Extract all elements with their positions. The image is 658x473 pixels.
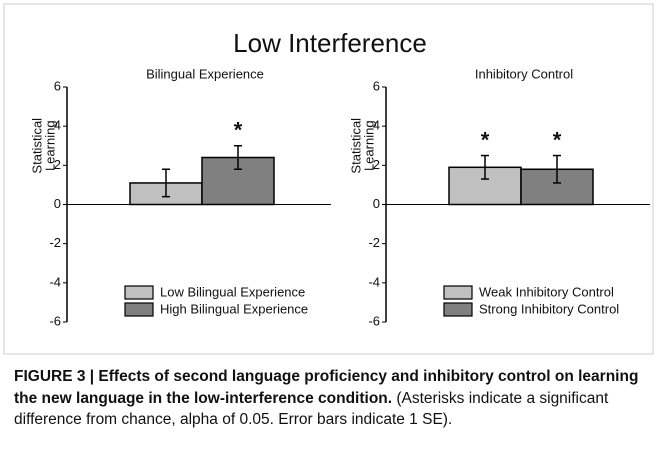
annotation: * <box>234 118 243 143</box>
y-axis-label: Statistical <box>29 118 44 174</box>
y-tick-label: 2 <box>54 157 61 172</box>
legend-swatch <box>443 285 473 300</box>
y-tick-label: 4 <box>54 118 61 133</box>
y-tick-label: -2 <box>49 235 61 250</box>
caption: FIGURE 3 | Effects of second language pr… <box>14 366 650 431</box>
legend-label: Strong Inhibitory Control <box>479 301 619 316</box>
legend-label: Low Bilingual Experience <box>160 284 305 299</box>
legend-label: Weak Inhibitory Control <box>479 284 614 299</box>
legend-label: High Bilingual Experience <box>160 301 308 316</box>
y-axis-label: Learning <box>42 120 57 171</box>
y-tick-label: 6 <box>54 78 61 93</box>
figure-title: Low Interference <box>233 28 427 58</box>
y-tick-label: 2 <box>373 157 380 172</box>
y-tick-label: -4 <box>49 274 61 289</box>
caption-label: FIGURE 3 | Effects of second language pr… <box>14 368 639 407</box>
y-tick-label: -2 <box>368 235 380 250</box>
y-tick-label: -4 <box>368 274 380 289</box>
frame <box>3 3 654 355</box>
annotation: * <box>553 127 562 152</box>
chart: Low Interference Bilingual Experience Sta… <box>3 3 654 355</box>
y-tick-label: 0 <box>373 196 380 211</box>
y-tick-label: 0 <box>54 196 61 211</box>
chart-title: Bilingual Experience <box>146 66 264 81</box>
y-axis-label: Statistical <box>348 118 363 174</box>
chart-title: Inhibitory Control <box>475 66 573 81</box>
legend-swatch <box>124 302 154 317</box>
y-tick-label: -6 <box>49 313 61 328</box>
legend-swatch <box>124 285 154 300</box>
y-axis-label: Learning <box>361 120 376 171</box>
legend-swatch <box>443 302 473 317</box>
annotation: * <box>481 127 490 152</box>
y-tick-label: 6 <box>373 78 380 93</box>
y-tick-label: -6 <box>368 313 380 328</box>
y-tick-label: 4 <box>373 118 380 133</box>
caption-text: (Asterisks indicate a significant differ… <box>14 389 609 429</box>
